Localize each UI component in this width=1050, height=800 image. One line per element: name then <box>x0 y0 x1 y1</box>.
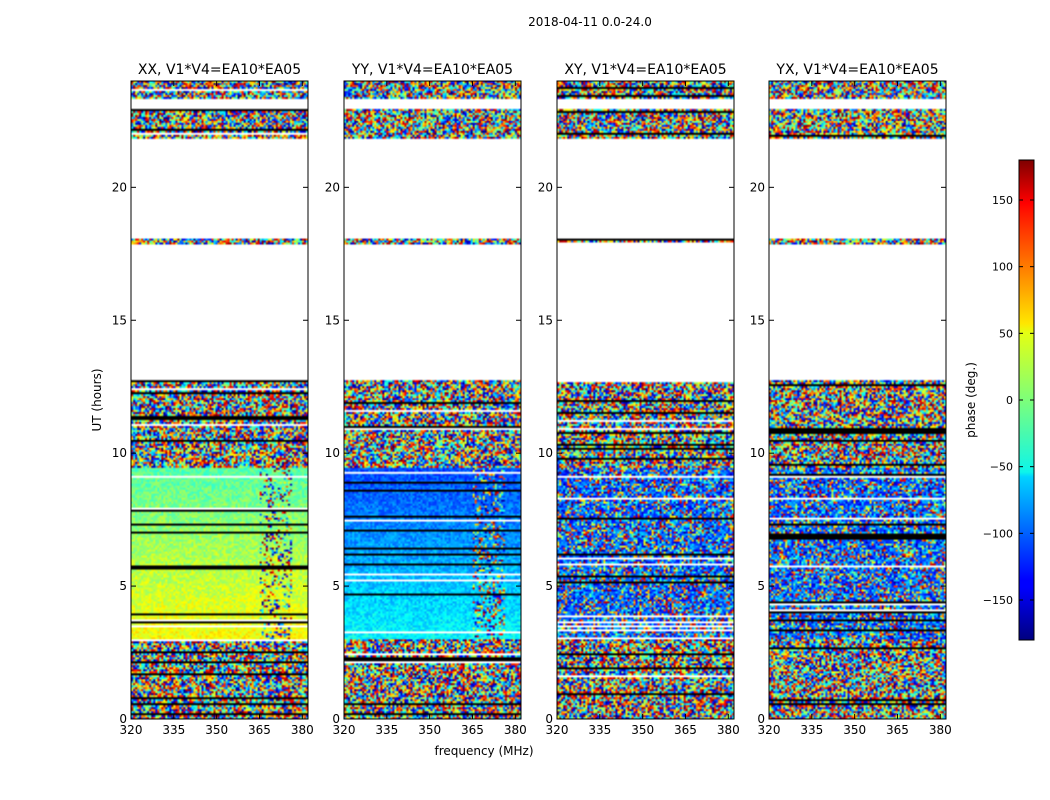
panel-frame-4 <box>768 80 947 720</box>
panel-title-2: YY, V1*V4=EA10*EA05 <box>351 62 513 78</box>
y-tick-label-3-10: 10 <box>538 446 553 460</box>
colorbar-tick-label-50: 50 <box>999 327 1013 340</box>
x-tick-label-3-350: 350 <box>631 723 654 737</box>
y-tick-label-1-10: 10 <box>112 446 127 460</box>
y-tick-label-4-20: 20 <box>750 180 765 194</box>
y-tick-label-2-20: 20 <box>325 180 340 194</box>
panel-title-4: YX, V1*V4=EA10*EA05 <box>775 62 938 78</box>
x-tick-label-1-365: 365 <box>248 723 271 737</box>
colorbar-tick-label--100: −100 <box>983 527 1013 540</box>
x-tick-label-4-365: 365 <box>886 723 909 737</box>
panel-title-1: XX, V1*V4=EA10*EA05 <box>138 62 301 78</box>
y-tick-label-4-5: 5 <box>757 579 765 593</box>
x-tick-label-3-380: 380 <box>717 723 740 737</box>
x-tick-label-1-320: 320 <box>120 723 143 737</box>
y-tick-label-1-5: 5 <box>119 579 127 593</box>
heatmap-image-2 <box>344 81 521 719</box>
colorbar-tick-label--50: −50 <box>990 461 1013 474</box>
y-tick-label-4-10: 10 <box>750 446 765 460</box>
colorbar-tick-label-100: 100 <box>992 261 1013 274</box>
y-tick-label-4-15: 15 <box>750 313 765 327</box>
y-tick-label-2-15: 15 <box>325 313 340 327</box>
x-tick-label-3-365: 365 <box>674 723 697 737</box>
y-tick-label-3-15: 15 <box>538 313 553 327</box>
panel-title-3: XY, V1*V4=EA10*EA05 <box>564 62 726 78</box>
heatmap-image-3 <box>557 81 734 719</box>
x-axis-label: frequency (MHz) <box>434 744 533 758</box>
panel-frame-2 <box>343 80 522 720</box>
x-tick-label-4-320: 320 <box>758 723 781 737</box>
colorbar-label: phase (deg.) <box>964 362 978 438</box>
x-tick-label-3-320: 320 <box>546 723 569 737</box>
colorbar-tick-label--150: −150 <box>983 594 1013 607</box>
heatmap-image-4 <box>769 81 946 719</box>
y-tick-label-2-0: 0 <box>332 712 340 726</box>
colorbar-tick-label-150: 150 <box>992 194 1013 207</box>
x-tick-label-4-380: 380 <box>929 723 952 737</box>
x-tick-label-4-335: 335 <box>800 723 823 737</box>
x-tick-label-1-350: 350 <box>205 723 228 737</box>
figure-title: 2018-04-11 0.0-24.0 <box>528 15 652 29</box>
y-tick-label-1-15: 15 <box>112 313 127 327</box>
colorbar-ticks: −150 −100 −50 0 50 100 150 <box>983 194 1034 607</box>
y-axis-label: UT (hours) <box>90 368 104 431</box>
y-tick-label-3-5: 5 <box>545 579 553 593</box>
y-tick-label-3-0: 0 <box>545 712 553 726</box>
x-tick-label-3-335: 335 <box>588 723 611 737</box>
x-tick-label-2-320: 320 <box>333 723 356 737</box>
y-tick-label-2-5: 5 <box>332 579 340 593</box>
y-tick-label-1-0: 0 <box>119 712 127 726</box>
colorbar-tick-label-0: 0 <box>1006 394 1013 407</box>
panel-frame-3 <box>556 80 735 720</box>
colorbar: −150 −100 −50 0 50 100 150 phase (deg.) <box>964 159 1035 641</box>
y-tick-label-2-10: 10 <box>325 446 340 460</box>
x-tick-label-4-350: 350 <box>843 723 866 737</box>
y-tick-label-4-0: 0 <box>757 712 765 726</box>
x-tick-label-1-380: 380 <box>291 723 314 737</box>
y-tick-label-3-20: 20 <box>538 180 553 194</box>
heatmap-image-1 <box>131 81 308 719</box>
x-tick-label-2-365: 365 <box>461 723 484 737</box>
y-tick-label-1-20: 20 <box>112 180 127 194</box>
panels-group: XX, V1*V4=EA10*EA05 320 335 350 365 380 0 5 10 15… <box>112 62 952 737</box>
x-tick-label-2-380: 380 <box>504 723 527 737</box>
x-tick-label-2-350: 350 <box>418 723 441 737</box>
panel-frame-1 <box>130 80 309 720</box>
x-tick-label-1-335: 335 <box>162 723 185 737</box>
x-tick-label-2-335: 335 <box>375 723 398 737</box>
